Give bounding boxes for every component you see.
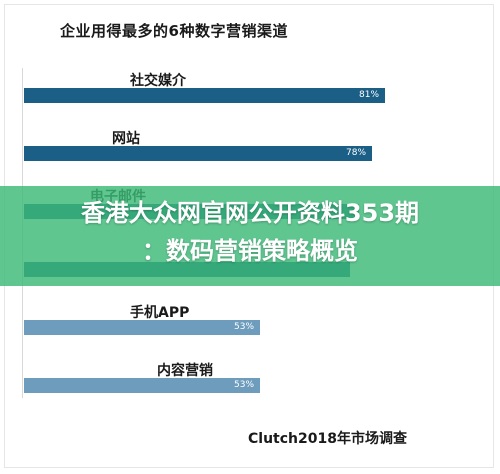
banner-line-1: 香港大众网官网公开资料353期 <box>80 199 420 227</box>
banner-text: 香港大众网官网公开资料353期 ：数码营销策略概览 <box>0 194 500 270</box>
bar-value-label: 78% <box>346 148 367 158</box>
category-label: 手机APP <box>130 305 190 321</box>
bar-value-label: 53% <box>234 380 255 390</box>
bar-value-label: 81% <box>359 90 380 100</box>
source-caption: Clutch2018年市场调查 <box>248 431 407 447</box>
bar <box>24 146 372 161</box>
category-label: 内容营销 <box>157 363 213 379</box>
bar <box>24 88 385 103</box>
bar-value-label: 53% <box>234 322 255 332</box>
banner-line-2: ：数码营销策略概览 <box>142 237 358 265</box>
chart-title: 企业用得最多的6种数字营销渠道 <box>60 22 288 40</box>
bar <box>24 378 260 393</box>
category-label: 社交媒介 <box>130 73 186 89</box>
bar <box>24 320 260 335</box>
title-banner <box>0 186 500 286</box>
category-label: 网站 <box>112 131 140 147</box>
